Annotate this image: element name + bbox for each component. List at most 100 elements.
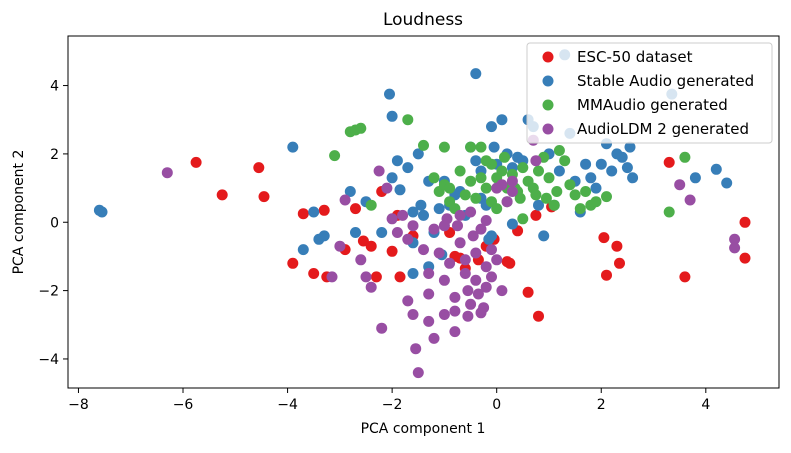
y-tick-label: 4 xyxy=(50,79,59,95)
data-point-series-3 xyxy=(729,233,741,245)
data-point-series-2 xyxy=(543,172,555,184)
data-point-series-0 xyxy=(258,191,270,203)
data-point-series-1 xyxy=(394,184,406,196)
data-point-series-1 xyxy=(412,148,424,160)
plot-frame xyxy=(67,35,780,389)
data-point-series-2 xyxy=(548,199,560,211)
data-point-series-1 xyxy=(506,218,518,230)
data-point-series-2 xyxy=(428,172,440,184)
data-point-series-3 xyxy=(449,326,461,338)
data-point-series-1 xyxy=(488,141,500,153)
data-point-series-1 xyxy=(386,172,398,184)
data-point-series-2 xyxy=(365,199,377,211)
data-point-series-0 xyxy=(357,235,369,247)
data-point-series-2 xyxy=(418,139,429,151)
data-point-series-3 xyxy=(465,206,477,218)
data-point-series-3 xyxy=(438,309,450,320)
data-point-series-0 xyxy=(679,271,691,283)
data-point-series-2 xyxy=(564,179,576,191)
data-point-series-3 xyxy=(480,215,492,226)
data-point-series-3 xyxy=(459,254,471,266)
data-point-series-2 xyxy=(590,196,602,208)
data-point-series-2 xyxy=(496,165,508,177)
data-point-series-1 xyxy=(496,114,508,126)
data-point-series-1 xyxy=(533,199,544,211)
data-point-series-3 xyxy=(452,220,463,232)
data-point-series-3 xyxy=(506,186,518,197)
data-point-series-3 xyxy=(410,343,422,355)
data-point-series-1 xyxy=(616,151,628,163)
data-point-series-3 xyxy=(475,223,487,235)
data-point-series-0 xyxy=(533,310,544,322)
data-point-series-1 xyxy=(590,182,602,194)
data-point-series-1 xyxy=(402,162,414,174)
data-point-series-0 xyxy=(530,209,542,221)
data-point-series-3 xyxy=(462,310,474,322)
x-tick-label: 2 xyxy=(597,397,606,413)
data-point-series-0 xyxy=(739,252,751,264)
data-point-series-3 xyxy=(326,271,338,283)
data-point-series-1 xyxy=(350,227,361,238)
data-point-series-2 xyxy=(569,189,581,201)
data-point-series-3 xyxy=(433,247,445,259)
data-point-series-3 xyxy=(486,271,497,283)
data-point-series-3 xyxy=(449,305,461,317)
data-point-series-2 xyxy=(475,172,487,184)
data-point-series-2 xyxy=(480,182,492,194)
data-point-series-3 xyxy=(470,274,482,286)
data-point-series-2 xyxy=(438,141,450,153)
data-point-series-0 xyxy=(216,189,228,201)
data-point-series-3 xyxy=(365,281,377,293)
data-point-series-1 xyxy=(386,110,398,122)
data-point-series-1 xyxy=(391,155,403,167)
data-point-series-1 xyxy=(376,227,388,238)
legend-marker-series-1 xyxy=(542,75,554,87)
legend: ESC-50 dataset Stable Audio generated MMAu… xyxy=(526,42,773,144)
data-point-series-1 xyxy=(96,206,108,218)
data-point-series-3 xyxy=(423,288,435,300)
x-tick-label: −8 xyxy=(68,397,89,413)
data-point-series-0 xyxy=(614,257,625,269)
data-point-series-2 xyxy=(514,192,526,204)
points-layer xyxy=(93,49,751,379)
data-point-series-3 xyxy=(412,367,424,379)
data-point-series-3 xyxy=(402,295,414,307)
data-point-series-2 xyxy=(499,151,510,163)
chart-title: Loudness xyxy=(383,10,463,30)
data-point-series-1 xyxy=(710,163,722,175)
data-point-series-1 xyxy=(384,88,395,100)
data-point-series-3 xyxy=(491,254,503,266)
data-point-series-3 xyxy=(360,271,372,283)
data-point-series-1 xyxy=(595,158,607,170)
data-point-series-2 xyxy=(454,165,466,177)
data-point-series-3 xyxy=(470,247,482,259)
data-point-series-2 xyxy=(679,151,691,163)
data-point-series-3 xyxy=(459,268,471,279)
data-point-series-3 xyxy=(161,167,173,179)
y-tick-label: −4 xyxy=(38,352,59,368)
data-point-series-0 xyxy=(297,208,309,220)
data-point-series-1 xyxy=(318,230,330,242)
data-point-series-0 xyxy=(190,156,202,168)
x-tick-label: 4 xyxy=(701,397,710,413)
data-point-series-2 xyxy=(480,155,492,167)
data-point-series-1 xyxy=(585,172,597,184)
data-point-series-3 xyxy=(496,285,508,297)
data-point-series-0 xyxy=(287,257,299,269)
data-point-series-0 xyxy=(365,240,377,252)
data-point-series-3 xyxy=(472,288,484,300)
data-point-series-3 xyxy=(462,285,474,297)
data-point-series-2 xyxy=(517,213,529,225)
data-point-series-0 xyxy=(318,204,330,216)
data-point-series-3 xyxy=(397,209,409,221)
data-point-series-3 xyxy=(428,332,440,344)
data-point-series-0 xyxy=(601,269,612,281)
data-point-series-3 xyxy=(402,233,414,245)
data-point-series-2 xyxy=(465,175,477,187)
data-point-series-1 xyxy=(486,230,497,242)
y-tick-label: 2 xyxy=(50,147,59,163)
data-point-series-1 xyxy=(538,230,550,242)
data-point-series-3 xyxy=(475,307,487,319)
data-point-series-1 xyxy=(486,121,497,133)
data-point-series-2 xyxy=(475,141,487,153)
